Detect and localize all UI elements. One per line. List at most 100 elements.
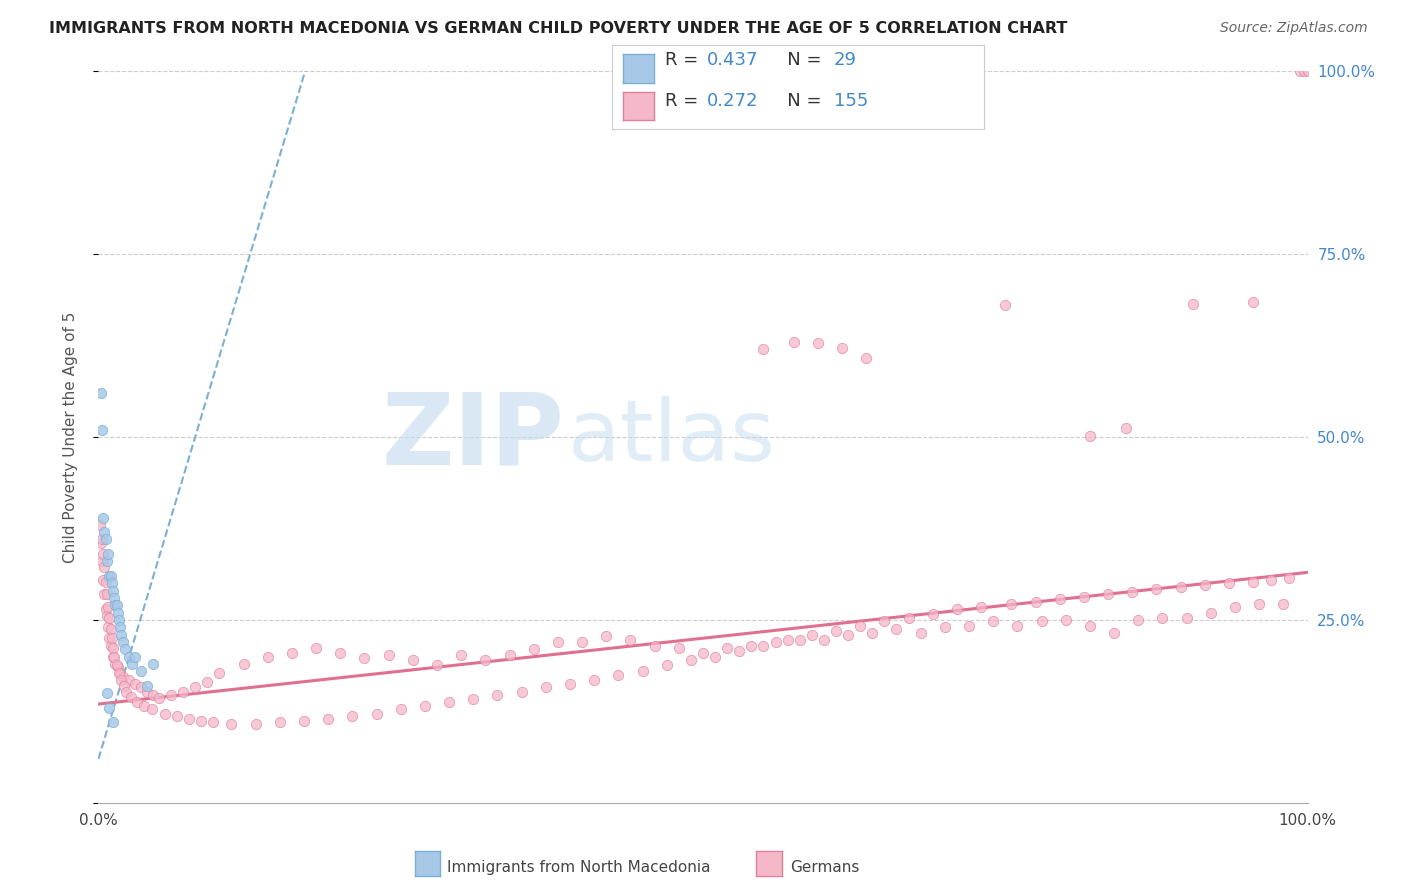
Point: [148, 691, 170, 706]
Point: [101, 649, 124, 664]
Point: [595, 629, 617, 643]
Point: [389, 702, 412, 716]
Point: [1152, 611, 1174, 625]
Point: [118, 649, 141, 664]
Point: [1272, 597, 1295, 611]
Point: [172, 684, 194, 698]
Text: Germans: Germans: [790, 860, 859, 874]
Text: N =: N =: [770, 51, 828, 69]
Point: [105, 658, 128, 673]
Point: [97, 620, 120, 634]
Point: [782, 334, 804, 349]
Point: [101, 583, 124, 598]
Point: [377, 648, 399, 662]
Point: [644, 639, 666, 653]
Point: [740, 639, 762, 653]
Point: [1121, 585, 1143, 599]
Point: [510, 684, 533, 698]
Point: [583, 673, 606, 687]
Point: [981, 615, 1004, 629]
Point: [1249, 597, 1271, 611]
Point: [1054, 613, 1077, 627]
Point: [108, 665, 131, 680]
Point: [118, 673, 141, 687]
Point: [807, 336, 830, 351]
Point: [547, 635, 569, 649]
Point: [104, 599, 127, 613]
Point: [93, 560, 115, 574]
Point: [1241, 294, 1264, 309]
Point: [97, 599, 120, 614]
Point: [114, 642, 136, 657]
Text: R =: R =: [665, 51, 704, 69]
Point: [716, 640, 738, 655]
Point: [101, 640, 124, 655]
Point: [1170, 580, 1192, 594]
Point: [101, 715, 124, 730]
Point: [232, 657, 254, 671]
Point: [1102, 626, 1125, 640]
Point: [98, 611, 121, 625]
Point: [103, 649, 125, 664]
Point: [98, 632, 121, 646]
Point: [91, 510, 114, 524]
Point: [860, 626, 883, 640]
Point: [124, 677, 146, 691]
Point: [98, 569, 121, 583]
Point: [90, 386, 112, 401]
Point: [1296, 64, 1319, 78]
Point: [1292, 64, 1315, 78]
Point: [437, 695, 460, 709]
Point: [679, 653, 702, 667]
Point: [96, 686, 118, 700]
Point: [1199, 606, 1222, 620]
Point: [1073, 590, 1095, 604]
Point: [1078, 619, 1101, 633]
Point: [413, 699, 436, 714]
Point: [179, 712, 201, 726]
Point: [129, 664, 152, 678]
Text: 155: 155: [834, 92, 868, 110]
Point: [105, 599, 128, 613]
Point: [765, 635, 787, 649]
Point: [100, 569, 122, 583]
Point: [426, 658, 449, 673]
Point: [1278, 570, 1301, 584]
Point: [897, 611, 920, 625]
Point: [129, 680, 152, 694]
Point: [90, 536, 112, 550]
Point: [463, 692, 485, 706]
Point: [108, 665, 131, 680]
Y-axis label: Child Poverty Under the Age of 5: Child Poverty Under the Age of 5: [63, 311, 77, 563]
Point: [91, 533, 114, 547]
Point: [1289, 64, 1312, 78]
Point: [93, 587, 115, 601]
Point: [631, 664, 654, 678]
Point: [752, 639, 775, 653]
Point: [1115, 421, 1137, 435]
Point: [342, 709, 364, 723]
Point: [96, 587, 118, 601]
Point: [474, 653, 496, 667]
Text: 0.272: 0.272: [707, 92, 759, 110]
Point: [142, 688, 165, 702]
Point: [534, 680, 557, 694]
Text: 29: 29: [834, 51, 856, 69]
Point: [668, 640, 690, 655]
Point: [305, 640, 328, 655]
Point: [353, 651, 375, 665]
Point: [142, 657, 165, 671]
Point: [970, 599, 993, 614]
Point: [366, 706, 388, 721]
Point: [692, 646, 714, 660]
Point: [450, 648, 472, 662]
Point: [329, 646, 352, 660]
Point: [221, 716, 243, 731]
Point: [1218, 576, 1240, 591]
Point: [245, 716, 267, 731]
Point: [124, 649, 146, 664]
Point: [498, 648, 520, 662]
Point: [704, 649, 727, 664]
Point: [111, 635, 134, 649]
Point: [1000, 597, 1022, 611]
